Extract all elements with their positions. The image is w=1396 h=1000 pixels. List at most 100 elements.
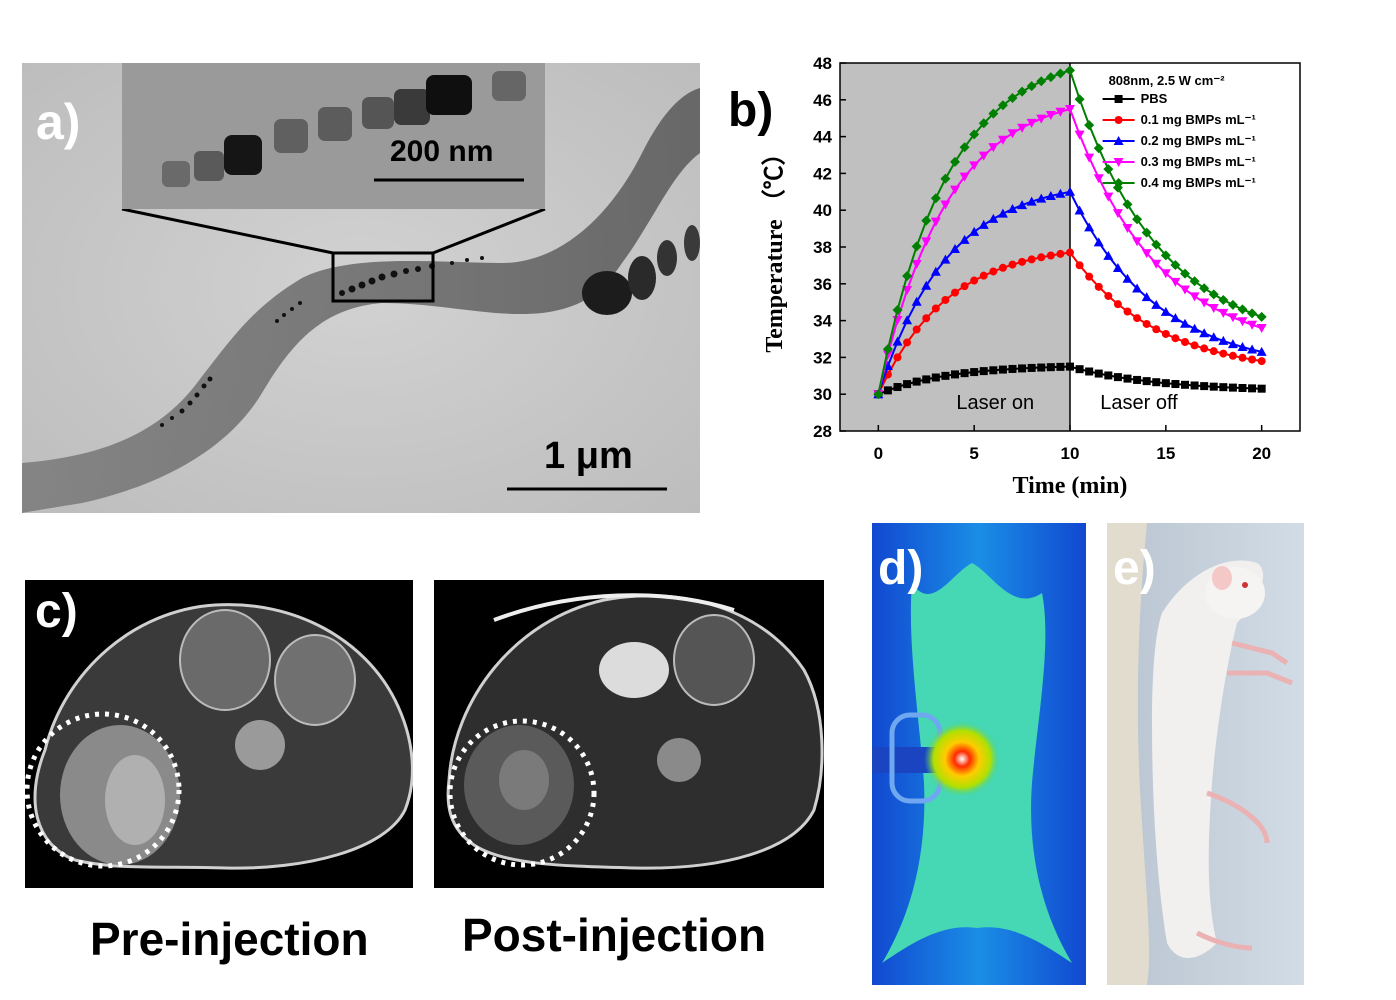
series-point-0	[1181, 380, 1189, 389]
series-point-4	[1026, 81, 1037, 92]
series-point-1	[1152, 325, 1161, 334]
y-axis-label: Temperature （℃）	[761, 141, 788, 352]
legend-label-4: 0.4 mg BMPs mL⁻¹	[1141, 175, 1256, 190]
series-point-0	[941, 371, 950, 380]
series-point-2	[1160, 306, 1171, 316]
series-point-4	[1218, 294, 1229, 305]
series-point-3	[997, 135, 1008, 145]
series-point-1	[922, 314, 931, 323]
series-point-3	[1122, 223, 1133, 233]
series-point-4	[1132, 214, 1143, 225]
series-point-0	[1008, 364, 1017, 373]
legend-title: 808nm, 2.5 W cm⁻²	[1109, 73, 1226, 88]
series-point-1	[1056, 249, 1065, 258]
series-point-2	[1199, 328, 1210, 338]
series-point-0	[1046, 363, 1055, 372]
tumor-circle-post	[447, 718, 597, 868]
series-point-4	[1084, 120, 1095, 131]
series-point-3	[921, 237, 932, 247]
panel-d-thermal-image: d)	[872, 523, 1086, 985]
series-point-1	[1066, 248, 1074, 257]
y-tick-label: 28	[813, 422, 832, 441]
series-point-1	[1027, 255, 1036, 264]
series-point-2	[988, 213, 999, 223]
series-point-1	[941, 295, 950, 304]
series-point-4	[969, 129, 980, 140]
series-point-4	[1122, 199, 1133, 210]
series-point-2	[978, 219, 989, 229]
series-point-4	[1189, 276, 1200, 287]
series-point-3	[1093, 174, 1104, 184]
series-point-2	[911, 296, 922, 306]
series-point-0	[989, 366, 998, 375]
series-point-2	[1208, 332, 1219, 342]
series-point-3	[1170, 277, 1181, 287]
series-point-1	[1133, 314, 1142, 323]
series-point-3	[1045, 110, 1056, 120]
series-point-1	[912, 325, 921, 334]
series-point-1	[989, 267, 998, 276]
series-point-1	[1200, 344, 1209, 353]
y-tick-label: 32	[813, 348, 832, 367]
series-point-2	[1256, 346, 1267, 356]
panel-a-tem-image: a) 200 nm 1 μm	[22, 63, 700, 513]
legend-label-0: PBS	[1141, 91, 1168, 106]
series-point-3	[959, 172, 970, 182]
series-point-1	[1094, 282, 1103, 291]
series-point-0	[912, 377, 921, 386]
series-point-4	[902, 270, 913, 281]
panel-c-label: c)	[35, 585, 78, 638]
series-point-4	[1055, 68, 1066, 79]
series-point-3	[1256, 323, 1267, 333]
series-point-1	[1257, 357, 1266, 366]
series-point-2	[1084, 222, 1095, 232]
series-point-0	[1085, 367, 1094, 376]
y-tick-label: 38	[813, 238, 832, 257]
tumor-circle-pre	[25, 711, 182, 869]
series-point-2	[1237, 341, 1248, 351]
series-point-2	[950, 244, 960, 254]
series-point-4	[959, 142, 970, 153]
series-point-2	[940, 254, 951, 264]
series-point-3	[1151, 259, 1162, 269]
laser-off-annotation: Laser off	[1100, 392, 1178, 414]
series-point-0	[970, 368, 979, 377]
series-point-0	[1142, 377, 1151, 386]
y-tick-label: 36	[813, 275, 832, 294]
series-point-1	[903, 338, 912, 347]
series-point-0	[903, 380, 912, 389]
series-point-0	[883, 386, 892, 395]
series-point-0	[1152, 378, 1161, 387]
series-point-3	[1084, 153, 1095, 163]
series-point-1	[1219, 349, 1228, 358]
series-point-1	[960, 282, 969, 291]
series-point-3	[1189, 292, 1200, 302]
series-point-1	[951, 288, 959, 297]
series-point-1	[1046, 251, 1055, 260]
y-tick-label: 48	[813, 55, 832, 73]
x-tick-label: 10	[1061, 444, 1080, 463]
series-point-2	[997, 208, 1008, 218]
x-tick-label: 5	[969, 444, 978, 463]
series-point-2	[959, 234, 970, 244]
series-point-4	[988, 108, 999, 119]
series-point-3	[950, 185, 960, 195]
inset-particles	[162, 71, 526, 187]
series-point-1	[1104, 291, 1113, 300]
series-point-2	[1122, 273, 1133, 283]
series-point-1	[1113, 300, 1122, 309]
series-point-0	[1248, 384, 1257, 393]
series-point-4	[1170, 259, 1181, 270]
series-point-2	[892, 336, 903, 346]
series-point-4	[1103, 164, 1114, 175]
series-point-4	[1151, 239, 1162, 250]
laser-on-annotation: Laser on	[956, 392, 1034, 414]
panel-e-label: e)	[1113, 542, 1156, 595]
series-point-3	[911, 259, 922, 269]
series-point-0	[979, 367, 988, 376]
series-point-2	[1045, 191, 1056, 201]
series-point-2	[1112, 262, 1123, 272]
series-point-2	[1036, 193, 1047, 203]
series-point-3	[1237, 317, 1248, 327]
series-point-3	[1017, 123, 1028, 133]
